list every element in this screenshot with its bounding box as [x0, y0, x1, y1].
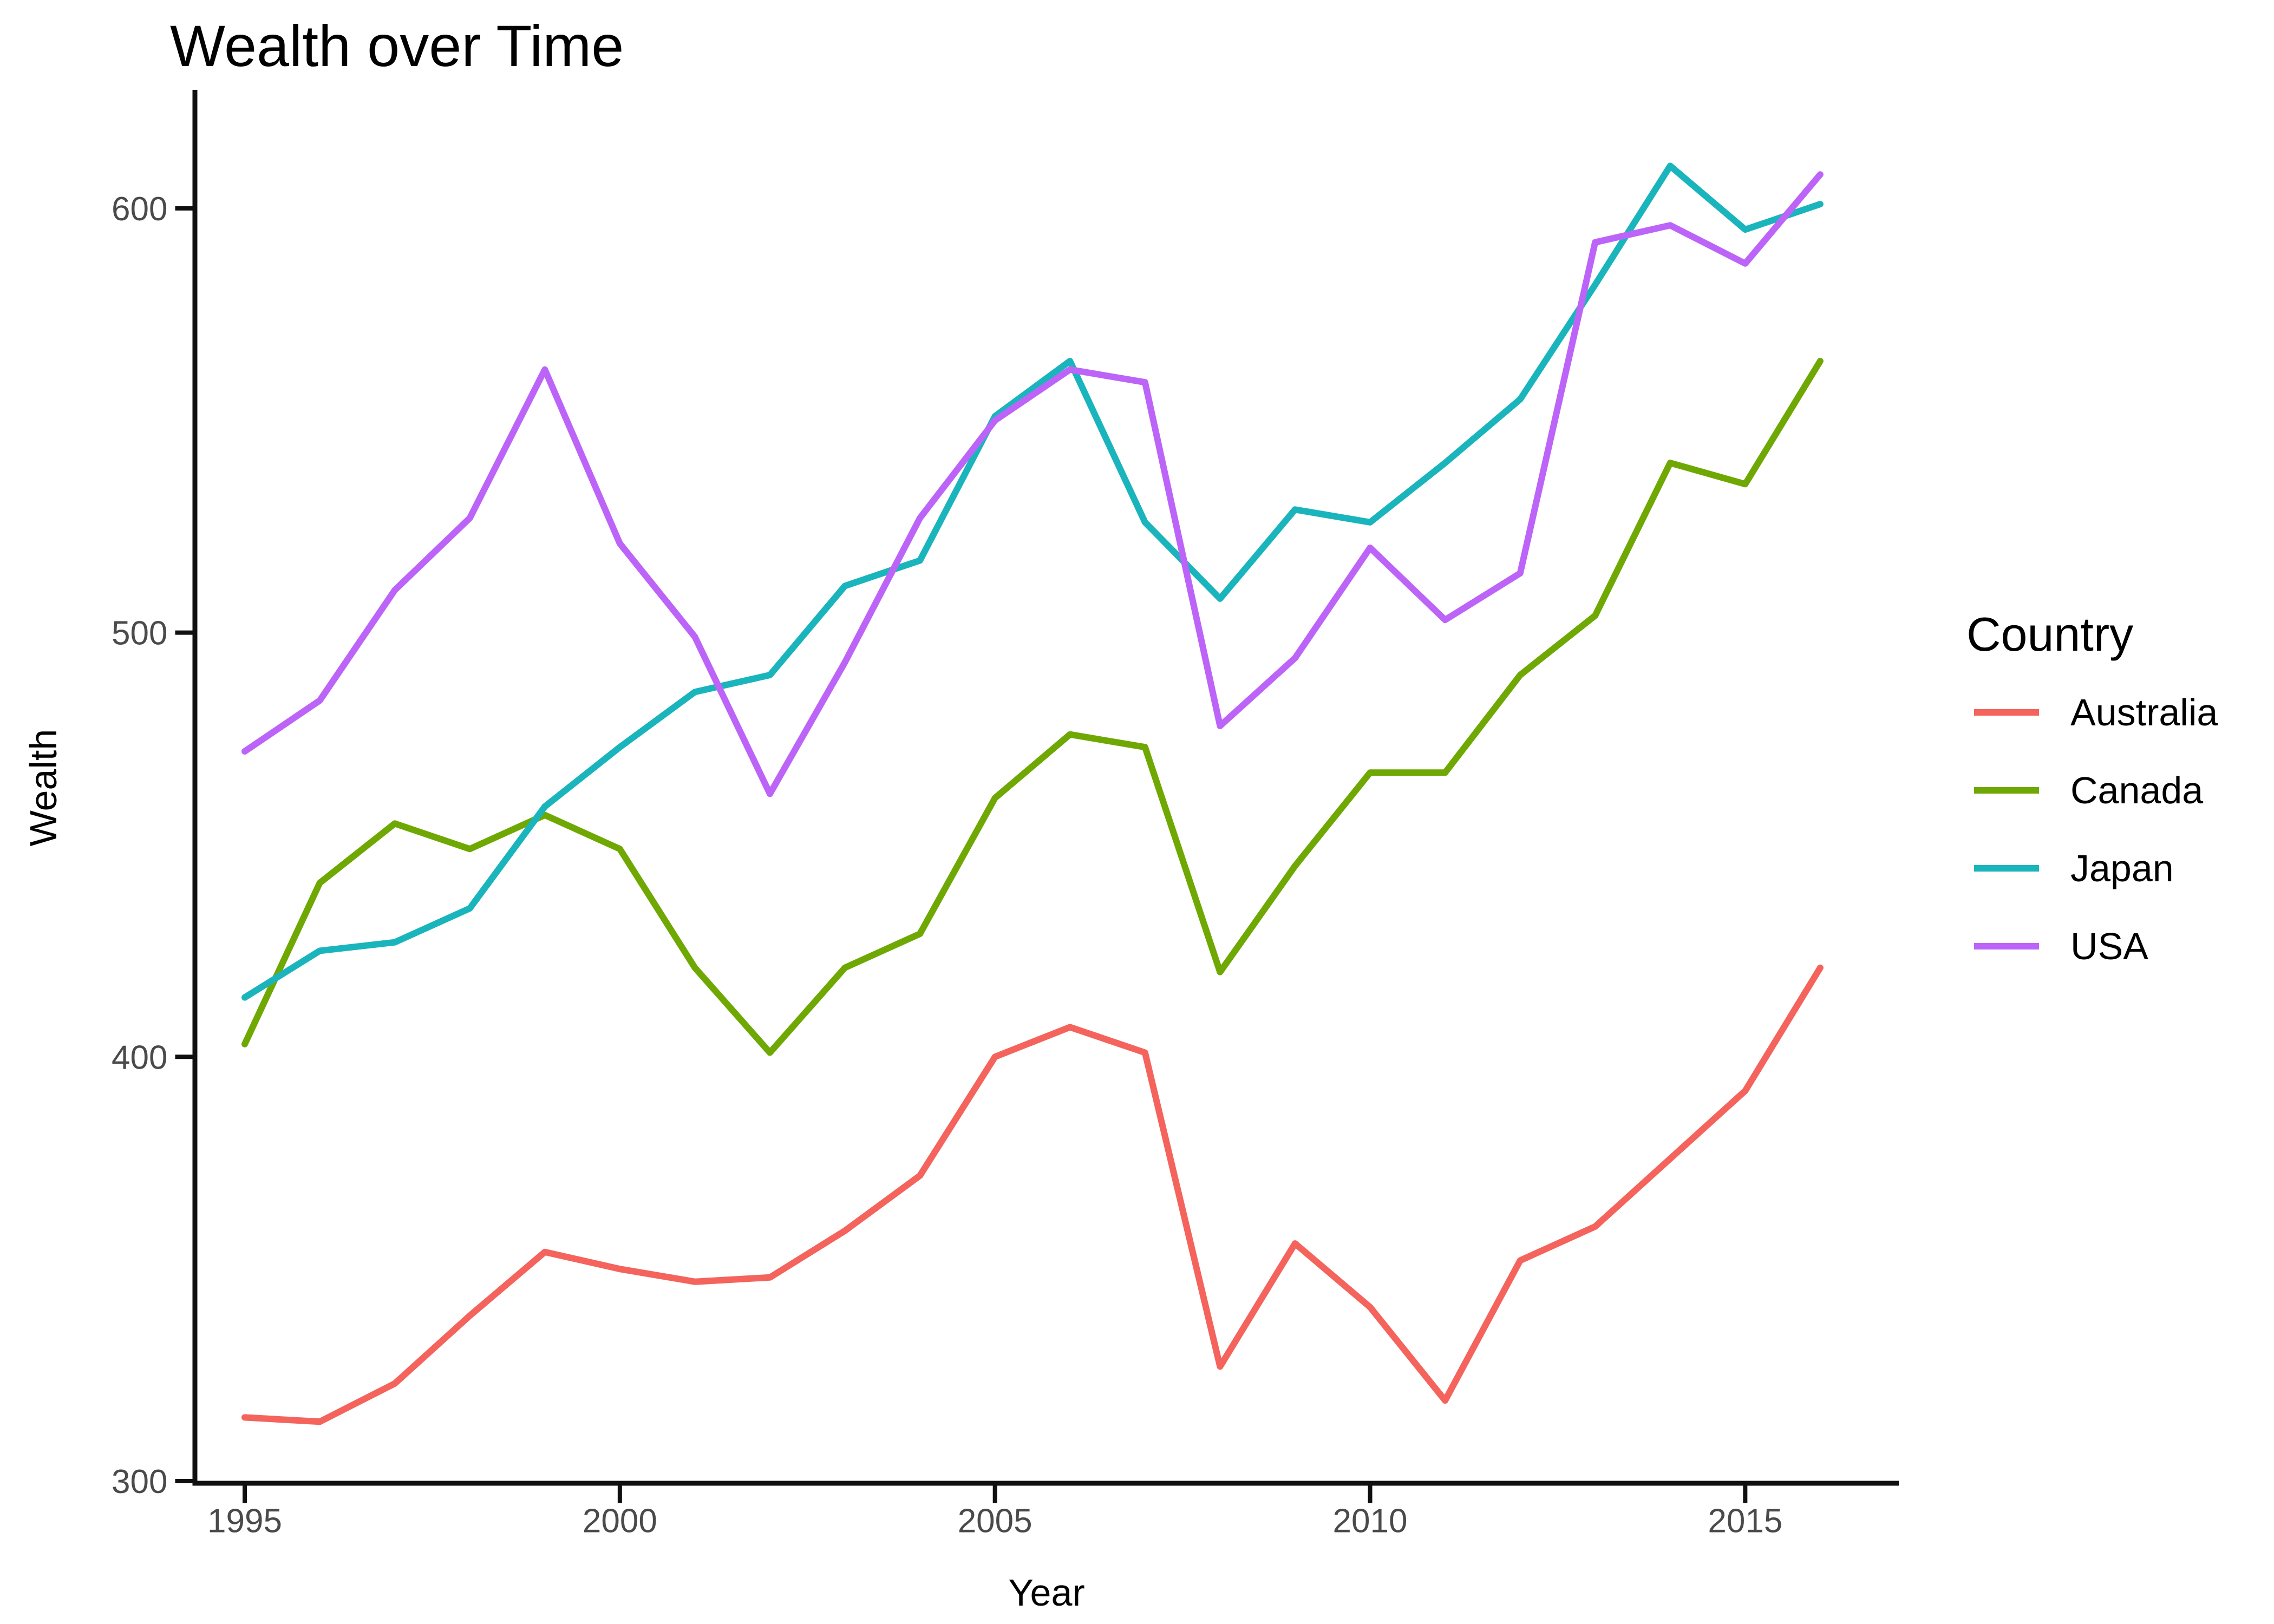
y-tick-label: 400	[112, 1039, 167, 1076]
y-tick-label: 600	[112, 191, 167, 228]
legend-key-line-icon	[1974, 787, 2039, 794]
legend-key-line-icon	[1974, 865, 2039, 872]
legend-item-australia: Australia	[1966, 673, 2218, 751]
legend-items: Australia Canada Japan USA	[1966, 673, 2218, 985]
series-line-usa	[241, 171, 1824, 797]
x-tick-label: 2000	[583, 1503, 657, 1540]
series-line-canada	[241, 358, 1824, 1056]
legend-title: Country	[1966, 607, 2134, 661]
x-tick-label: 2005	[958, 1503, 1033, 1540]
legend-item-japan: Japan	[1966, 829, 2218, 907]
legend-label: Canada	[2070, 769, 2204, 811]
legend-item-usa: USA	[1966, 907, 2218, 985]
x-tick-label: 2015	[1708, 1503, 1782, 1540]
x-axis-title: Year	[1008, 1571, 1085, 1614]
x-tick-label: 1995	[207, 1503, 282, 1540]
series-line-australia	[241, 964, 1824, 1425]
legend-item-canada: Canada	[1966, 751, 2218, 829]
legend: Country Australia Canada Japan USA	[1966, 611, 2218, 985]
legend-label: Australia	[2070, 691, 2218, 734]
y-tick-label: 300	[112, 1463, 167, 1501]
legend-key-line-icon	[1974, 943, 2039, 949]
x-tick-label: 2010	[1333, 1503, 1408, 1540]
chart-title: Wealth over Time	[170, 13, 624, 78]
legend-label: Japan	[2070, 847, 2174, 889]
y-axis-title: Wealth	[22, 729, 64, 847]
legend-label: USA	[2070, 925, 2148, 967]
series-line-japan	[241, 162, 1824, 1001]
y-tick-label: 500	[112, 615, 167, 652]
legend-key-line-icon	[1974, 709, 2039, 716]
